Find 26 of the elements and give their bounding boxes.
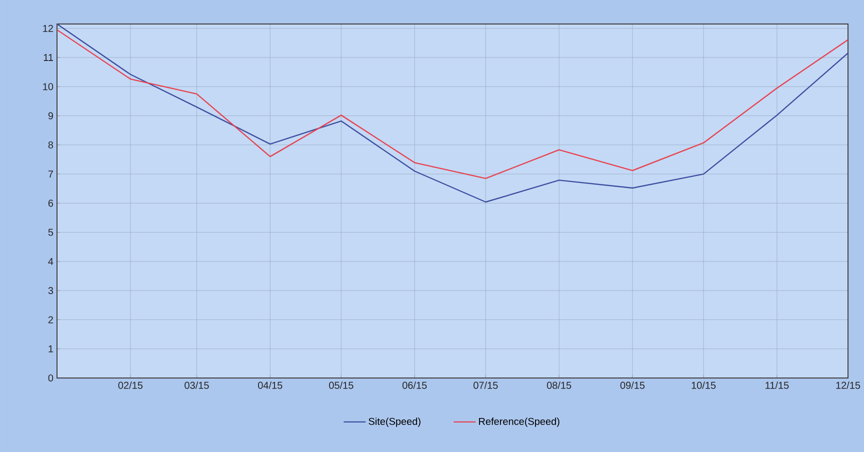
x-tick-label: 09/15 [620, 382, 645, 389]
y-tick-label: 3 [48, 287, 54, 294]
y-tick-label: 4 [48, 258, 54, 265]
x-tick-label: 04/15 [258, 382, 282, 389]
y-tick-label: 1 [48, 345, 53, 352]
y-tick-label: 6 [48, 200, 54, 207]
y-tick-label: 0 [48, 374, 54, 382]
y-tick-label: 10 [43, 83, 54, 90]
y-tick-label: 7 [48, 170, 53, 178]
x-tick-label: 11/15 [766, 382, 789, 389]
x-tick-label: 08/15 [546, 382, 572, 389]
y-tick-label: 8 [48, 141, 54, 148]
x-tick-label: 10/15 [692, 382, 716, 389]
y-tick-label: 12 [43, 24, 53, 32]
y-tick-label: 9 [48, 112, 54, 120]
x-tick-label: 06/15 [402, 382, 427, 389]
x-tick-label: 02/15 [118, 382, 143, 389]
x-tick-label: 07/15 [474, 382, 498, 389]
x-tick-label: 03/15 [184, 382, 209, 389]
legend-label: Site(Speed) [368, 418, 420, 427]
x-tick-label: 05/15 [329, 382, 354, 389]
y-tick-label: 2 [48, 316, 53, 324]
legend-label: Reference(Speed) [479, 418, 560, 427]
y-tick-label: 11 [44, 54, 53, 61]
y-tick-label: 5 [48, 228, 54, 236]
x-tick-label: 12/15 [836, 382, 860, 389]
